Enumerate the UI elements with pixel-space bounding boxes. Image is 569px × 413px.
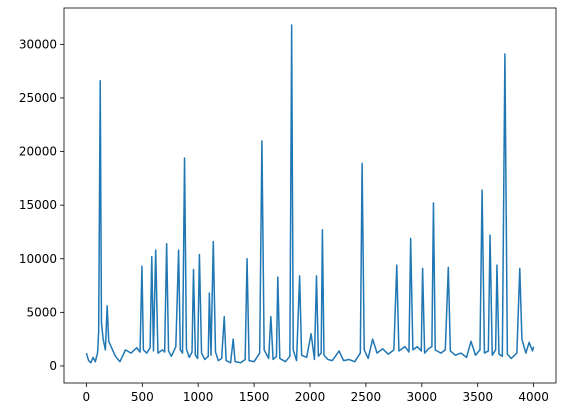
x-tick-label: 3000 — [407, 390, 438, 404]
y-tick-label: 20000 — [19, 145, 57, 159]
axes-frame — [63, 7, 557, 384]
y-tick-label: 0 — [49, 359, 57, 373]
y-tick-label: 10000 — [19, 252, 57, 266]
x-tick-label: 1000 — [183, 390, 214, 404]
x-tick-label: 2500 — [351, 390, 382, 404]
x-tick-label: 4000 — [518, 390, 549, 404]
line-series — [85, 24, 535, 364]
y-tick-label: 25000 — [19, 91, 57, 105]
y-tick-label: 30000 — [19, 37, 57, 51]
y-tick-label: 5000 — [26, 305, 57, 319]
x-tick-label: 500 — [131, 390, 154, 404]
x-tick-label: 1500 — [239, 390, 270, 404]
x-tick-label: 2000 — [295, 390, 326, 404]
x-tick-label: 3500 — [462, 390, 493, 404]
x-tick-label: 0 — [83, 390, 91, 404]
y-tick-label: 15000 — [19, 198, 57, 212]
